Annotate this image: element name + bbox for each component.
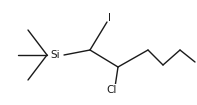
Text: I: I	[109, 13, 112, 23]
Text: Si: Si	[50, 50, 60, 60]
Text: Cl: Cl	[107, 85, 117, 95]
